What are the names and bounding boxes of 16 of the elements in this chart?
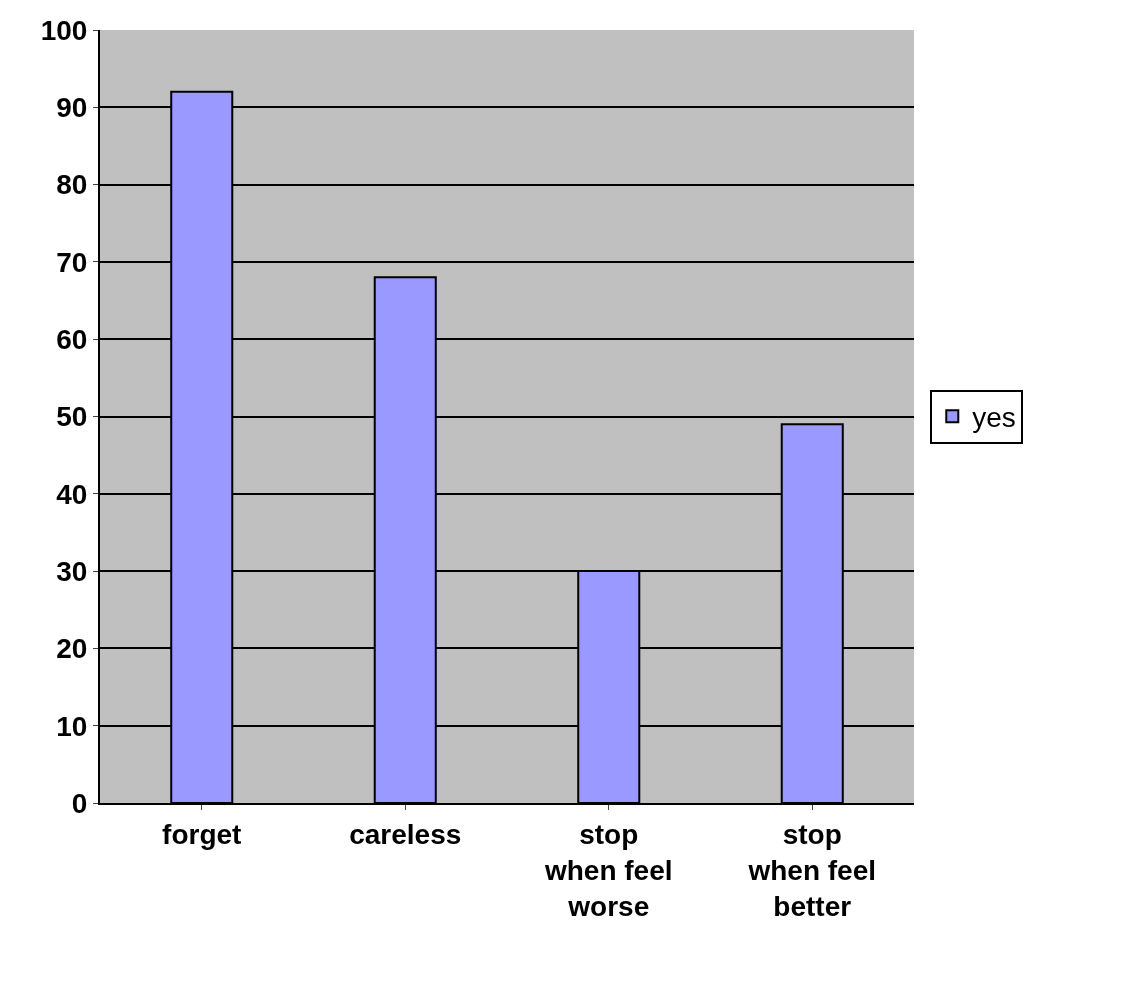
y-tick-label: 30 bbox=[56, 555, 88, 587]
y-tick-label: 50 bbox=[56, 401, 88, 433]
y-tick-label: 10 bbox=[56, 710, 88, 742]
y-tick-label: 80 bbox=[56, 169, 88, 201]
legend-label: yes bbox=[972, 402, 1016, 434]
y-tick-label: 60 bbox=[56, 324, 88, 355]
y-tick-label: 70 bbox=[56, 246, 88, 278]
x-tick-label: stop when feel better bbox=[747, 818, 877, 923]
y-tick-label: 0 bbox=[71, 787, 88, 819]
y-tick-label: 90 bbox=[56, 92, 88, 124]
y-tick-label: 20 bbox=[56, 633, 88, 665]
x-tick-label: stop when feel worse bbox=[543, 818, 673, 923]
x-tick-label: careless bbox=[349, 818, 462, 850]
x-tick-label: forget bbox=[162, 818, 242, 850]
y-tick-label: 40 bbox=[56, 478, 88, 510]
y-tick-label: 100 bbox=[40, 14, 88, 46]
